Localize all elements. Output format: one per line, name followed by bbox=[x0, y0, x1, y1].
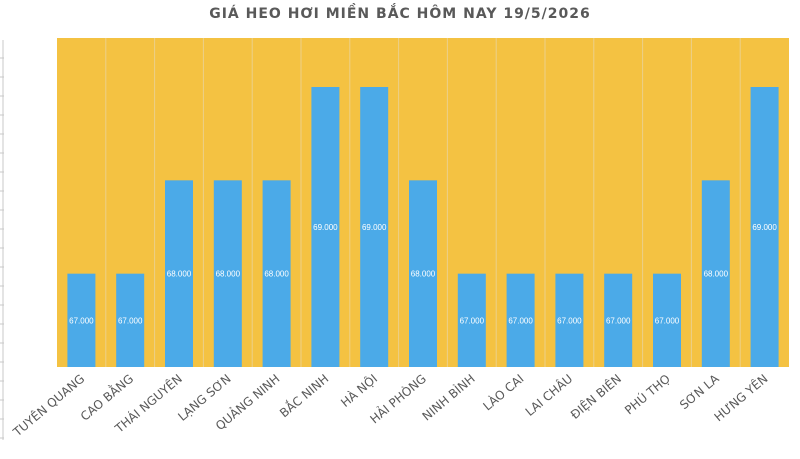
data-label: 69.000 bbox=[313, 223, 338, 232]
bar bbox=[67, 273, 96, 367]
bar bbox=[311, 87, 340, 367]
data-label: 68.000 bbox=[704, 270, 729, 279]
bar bbox=[116, 273, 145, 367]
bar bbox=[555, 273, 584, 367]
bar bbox=[604, 273, 633, 367]
category-label: BẮC NINH bbox=[276, 370, 332, 420]
bar bbox=[213, 180, 242, 367]
bar bbox=[360, 87, 389, 367]
data-label: 67.000 bbox=[69, 316, 94, 325]
chart-title: GIÁ HEO HƠI MIỀN BẮC HÔM NAY 19/5/2026 bbox=[209, 6, 591, 22]
category-label: HÀ NỘI bbox=[338, 371, 381, 410]
data-label: 68.000 bbox=[264, 270, 289, 279]
data-label: 67.000 bbox=[118, 316, 143, 325]
data-label: 67.000 bbox=[606, 316, 631, 325]
category-label: TUYÊN QUANG bbox=[9, 371, 87, 440]
data-label: 67.000 bbox=[460, 316, 485, 325]
data-label: 67.000 bbox=[655, 316, 680, 325]
bar bbox=[506, 273, 535, 367]
data-label: 69.000 bbox=[752, 223, 777, 232]
category-label: HƯNG YÊN bbox=[711, 371, 771, 424]
bar bbox=[653, 273, 681, 367]
bar bbox=[750, 87, 779, 367]
category-label: NINH BÌNH bbox=[419, 371, 478, 424]
data-label: 68.000 bbox=[216, 270, 241, 279]
category-label: ĐIỆN BIÊN bbox=[567, 371, 624, 422]
bar bbox=[701, 180, 730, 367]
data-label: 67.000 bbox=[557, 316, 582, 325]
category-label: SƠN LA bbox=[677, 371, 722, 412]
data-label: 68.000 bbox=[167, 270, 192, 279]
bar bbox=[457, 273, 486, 367]
data-label: 68.000 bbox=[411, 270, 436, 279]
category-label: LÀO CAI bbox=[480, 371, 527, 414]
bar bbox=[409, 180, 437, 367]
category-label: PHÚ THỌ bbox=[621, 371, 673, 418]
bar bbox=[262, 180, 291, 367]
data-label: 67.000 bbox=[508, 316, 533, 325]
bar bbox=[165, 180, 193, 367]
data-label: 69.000 bbox=[362, 223, 387, 232]
